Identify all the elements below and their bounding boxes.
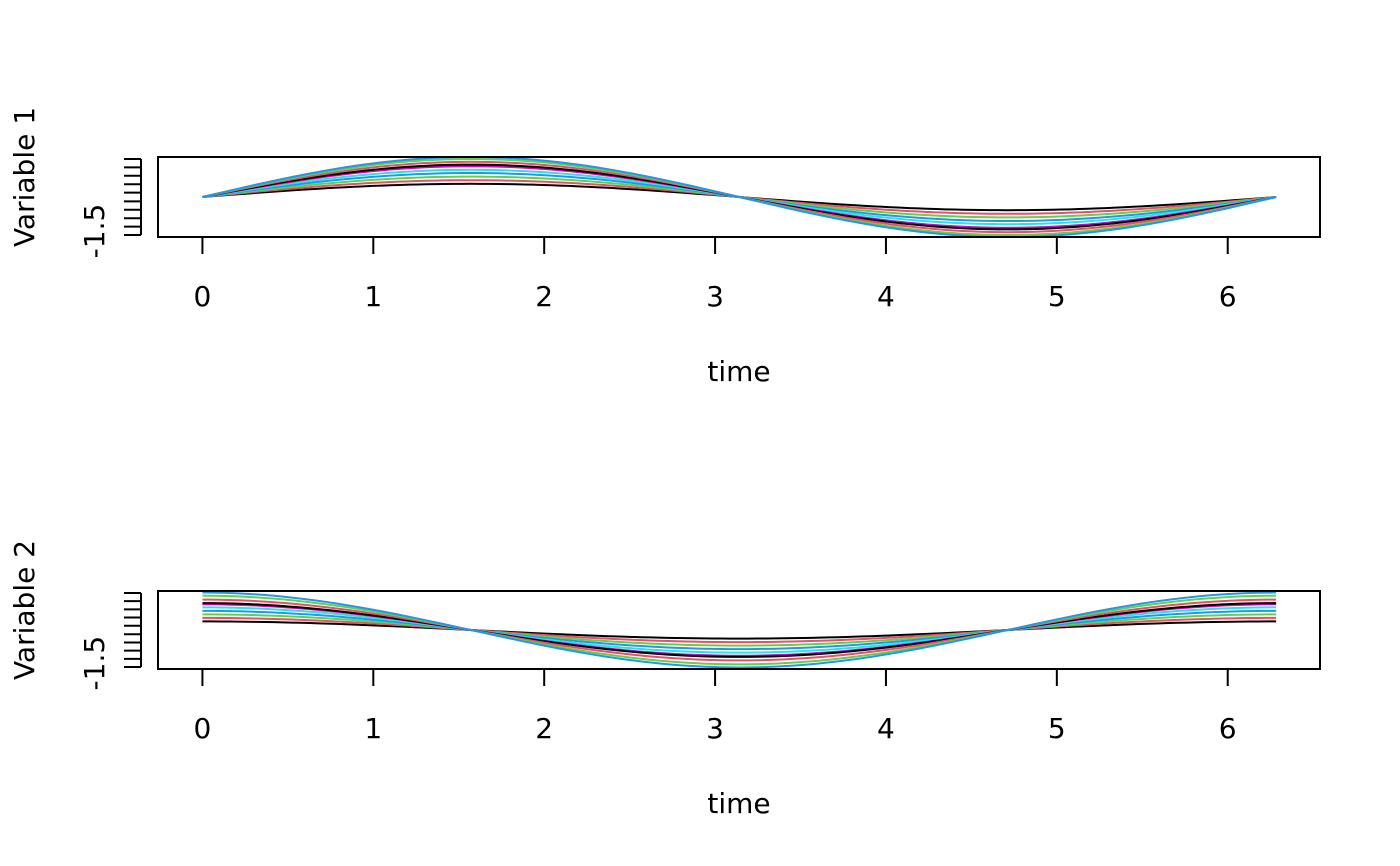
x-tick-label-3: 3 [706, 712, 724, 745]
x-tick-label-1: 1 [364, 280, 382, 313]
x-axis: 0 1 2 3 4 5 6 [194, 668, 1237, 745]
y-axis: -1.5 [78, 591, 142, 691]
x-tick-label-6: 6 [1219, 280, 1237, 313]
x-axis: 0 1 2 3 4 5 6 [194, 236, 1237, 313]
x-tick-label-3: 3 [706, 280, 724, 313]
y-tick-label-1: -1.5 [78, 204, 111, 259]
x-tick-label-0: 0 [194, 712, 212, 745]
series-layer [202, 591, 1277, 669]
panel-variable-2: 0 1 2 3 4 5 6 -1.5 time Variable 2 [8, 540, 1321, 820]
series-line-10 [202, 155, 1277, 239]
series-line-10 [202, 591, 1277, 669]
series-line-1 [202, 620, 1277, 640]
x-tick-label-2: 2 [535, 712, 553, 745]
panel-variable-1: 0 1 2 3 4 5 6 -1.5 time Variable 1 [8, 107, 1321, 388]
x-axis-title: time [707, 787, 770, 820]
x-tick-label-5: 5 [1048, 712, 1066, 745]
series-line-9 [202, 594, 1277, 666]
y-axis-title: Variable 2 [8, 540, 41, 680]
y-axis: -1.5 [78, 158, 142, 259]
y-tick-label-1: -1.5 [78, 636, 111, 691]
x-tick-label-1: 1 [364, 712, 382, 745]
x-tick-label-2: 2 [535, 280, 553, 313]
x-tick-label-5: 5 [1048, 280, 1066, 313]
x-tick-label-4: 4 [877, 280, 895, 313]
x-tick-label-4: 4 [877, 712, 895, 745]
series-line-7 [202, 602, 1277, 658]
series-line-3 [202, 613, 1277, 647]
series-layer [202, 155, 1277, 239]
series-line-8 [202, 598, 1277, 662]
series-line-2 [202, 616, 1277, 644]
y-axis-title: Variable 1 [8, 107, 41, 247]
x-axis-title: time [707, 355, 770, 388]
series-line-4 [202, 609, 1277, 651]
x-tick-label-6: 6 [1219, 712, 1237, 745]
series-line-5 [202, 606, 1277, 654]
x-tick-label-0: 0 [194, 280, 212, 313]
